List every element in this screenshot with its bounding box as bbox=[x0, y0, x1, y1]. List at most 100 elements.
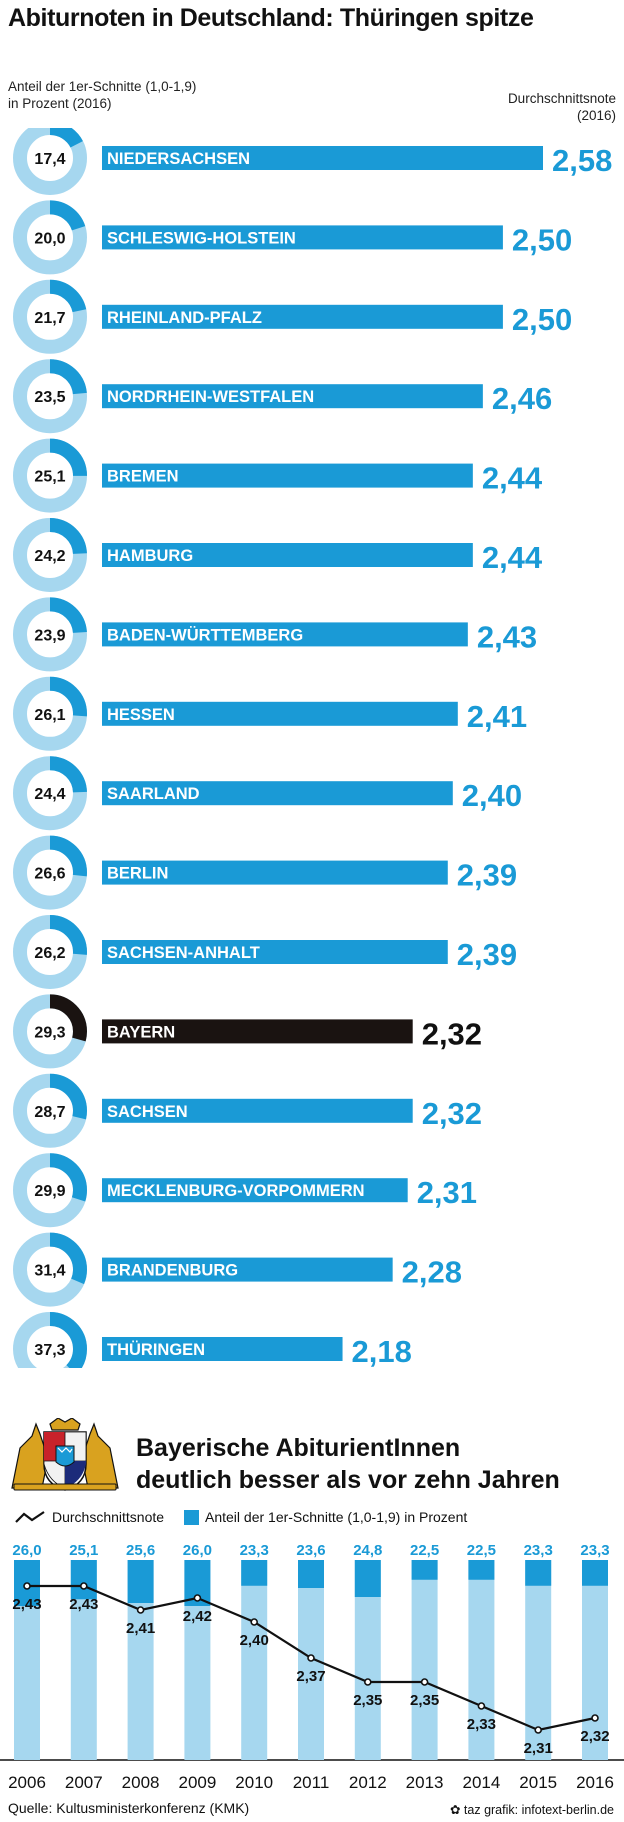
share-ring-segment bbox=[13, 279, 87, 354]
share-label: 26,6 bbox=[34, 866, 65, 883]
share-value-label: 23,3 bbox=[580, 1542, 609, 1559]
state-name-label: HESSEN bbox=[107, 706, 175, 724]
grade-bar bbox=[102, 1019, 413, 1044]
share-note-line1: Anteil der 1er-Schnitte (1,0-1,9) bbox=[8, 79, 197, 94]
grade-bar bbox=[102, 1098, 413, 1123]
paw-icon: ✿ bbox=[449, 1803, 461, 1817]
state-row: 29,3 BAYERN 2,32 bbox=[13, 994, 482, 1069]
state-row: 23,9 BADEN-WÜRTTEMBERG 2,43 bbox=[13, 597, 537, 672]
share-label: 37,3 bbox=[34, 1342, 65, 1359]
state-name-label: SAARLAND bbox=[107, 785, 200, 803]
grade-value-label: 2,32 bbox=[580, 1728, 609, 1745]
share-note-line2: in Prozent (2016) bbox=[8, 96, 112, 111]
grade-bar bbox=[102, 781, 453, 806]
legend-line-label: Durchschnittsnote bbox=[52, 1509, 165, 1525]
share-value-label: 26,0 bbox=[12, 1542, 41, 1559]
grade-point bbox=[250, 1618, 258, 1626]
credit-text: taz grafik: infotext-berlin.de bbox=[463, 1803, 614, 1817]
state-row: 29,9 MECKLENBURG-VORPOMMERN 2,31 bbox=[13, 1153, 477, 1228]
state-row: 37,3 THÜRINGEN 2,18 bbox=[13, 1312, 412, 1368]
state-row: 26,2 SACHSEN-ANHALT 2,39 bbox=[13, 915, 517, 989]
share-ring-segment bbox=[13, 676, 87, 751]
state-row: 26,6 BERLIN 2,39 bbox=[13, 835, 517, 910]
grade-point bbox=[477, 1702, 486, 1710]
state-row: 26,1 HESSEN 2,41 bbox=[13, 676, 527, 751]
share-value-label: 22,5 bbox=[467, 1542, 496, 1559]
state-row: 23,5 NORDRHEIN-WESTFALEN 2,46 bbox=[13, 359, 552, 434]
share-label: 26,2 bbox=[34, 945, 65, 962]
share-axis-note: Anteil der 1er-Schnitte (1,0-1,9) in Pro… bbox=[8, 78, 268, 112]
grade-value-label: 2,50 bbox=[512, 222, 572, 257]
share-ring-segment bbox=[13, 1153, 87, 1228]
grade-value-label: 2,58 bbox=[552, 143, 612, 178]
share-bar-base bbox=[411, 1560, 438, 1760]
share-value-label: 23,3 bbox=[240, 1542, 269, 1559]
grade-point bbox=[193, 1594, 202, 1602]
share-ring-segment bbox=[13, 438, 87, 513]
share-value-label: 26,0 bbox=[183, 1542, 212, 1559]
grade-value-label: 2,43 bbox=[477, 619, 537, 654]
year-tick-label: 2007 bbox=[65, 1773, 103, 1792]
grade-bar bbox=[102, 304, 503, 329]
state-name-label: SCHLESWIG-HOLSTEIN bbox=[107, 229, 296, 247]
year-tick-label: 2009 bbox=[178, 1773, 216, 1792]
grade-value-label: 2,39 bbox=[457, 858, 517, 893]
year-tick-label: 2013 bbox=[406, 1773, 444, 1792]
year-tick-label: 2012 bbox=[349, 1773, 387, 1792]
grade-bar bbox=[102, 940, 448, 964]
state-row: 25,1 BREMEN 2,44 bbox=[13, 438, 543, 513]
grade-value-label: 2,43 bbox=[12, 1596, 41, 1613]
share-ring-segment bbox=[13, 518, 87, 592]
state-row: 21,7 RHEINLAND-PFALZ 2,50 bbox=[13, 279, 572, 354]
grade-bar bbox=[102, 1337, 343, 1361]
chart2-title: Bayerische AbiturientInnen deutlich bess… bbox=[136, 1432, 616, 1496]
grade-value-label: 2,35 bbox=[410, 1692, 439, 1709]
share-ring-segment bbox=[13, 994, 87, 1069]
chart2-title-line1: Bayerische AbiturientInnen bbox=[136, 1434, 461, 1462]
share-label: 24,2 bbox=[34, 548, 65, 565]
share-bar-top bbox=[525, 1560, 552, 1586]
state-row: 31,4 BRANDENBURG 2,28 bbox=[13, 1232, 462, 1307]
bar-legend-swatch bbox=[184, 1509, 199, 1525]
share-ring-segment bbox=[13, 915, 87, 989]
state-name-label: BERLIN bbox=[107, 865, 168, 883]
state-row: 20,0 SCHLESWIG-HOLSTEIN 2,50 bbox=[13, 200, 572, 275]
grade-note-line2: (2016) bbox=[576, 108, 616, 123]
grade-note-line1: Durchschnittsnote bbox=[507, 91, 616, 106]
grade-value-label: 2,50 bbox=[512, 302, 572, 337]
state-row: 24,2 HAMBURG 2,44 bbox=[13, 518, 543, 592]
share-label: 17,4 bbox=[34, 151, 65, 168]
grade-point bbox=[80, 1582, 88, 1590]
bavaria-trend-chart: 26,0 2006 25,1 2007 25,6 2008 26,0 2009 23,3 2010… bbox=[0, 1542, 624, 1792]
state-row: 24,4 SAARLAND 2,40 bbox=[13, 756, 522, 831]
share-label: 26,1 bbox=[34, 707, 65, 724]
grade-value-label: 2,43 bbox=[69, 1596, 98, 1613]
grade-bar bbox=[102, 860, 448, 885]
grade-point bbox=[307, 1654, 315, 1662]
year-tick-label: 2015 bbox=[519, 1773, 557, 1792]
chart2-title-line2: deutlich besser als vor zehn Jahren bbox=[136, 1466, 560, 1494]
share-label: 31,4 bbox=[34, 1263, 65, 1280]
year-tick-label: 2006 bbox=[8, 1773, 46, 1792]
state-name-label: NIEDERSACHSEN bbox=[107, 150, 250, 168]
share-ring-segment bbox=[13, 835, 87, 910]
share-ring-segment bbox=[13, 1312, 87, 1368]
state-name-label: SACHSEN bbox=[107, 1103, 188, 1121]
state-name-label: BRANDENBURG bbox=[107, 1262, 238, 1280]
share-ring-track bbox=[13, 597, 87, 672]
grade-point bbox=[136, 1606, 145, 1614]
share-bar-base bbox=[468, 1560, 495, 1760]
share-bar-base bbox=[241, 1560, 268, 1760]
year-tick-label: 2008 bbox=[122, 1773, 160, 1792]
state-name-label: BADEN-WÜRTTEMBERG bbox=[107, 625, 303, 644]
share-label: 28,7 bbox=[34, 1104, 65, 1121]
state-name-label: NORDRHEIN-WESTFALEN bbox=[107, 388, 314, 406]
grade-value-label: 2,31 bbox=[524, 1740, 553, 1757]
share-label: 20,0 bbox=[34, 230, 65, 247]
grade-value-label: 2,41 bbox=[126, 1620, 155, 1637]
state-row: 28,7 SACHSEN 2,32 bbox=[13, 1073, 482, 1148]
grade-value-label: 2,18 bbox=[352, 1334, 412, 1368]
share-label: 25,1 bbox=[34, 469, 65, 486]
bavarian-coat-of-arms-icon bbox=[11, 1418, 119, 1491]
share-bar-top bbox=[468, 1560, 495, 1580]
